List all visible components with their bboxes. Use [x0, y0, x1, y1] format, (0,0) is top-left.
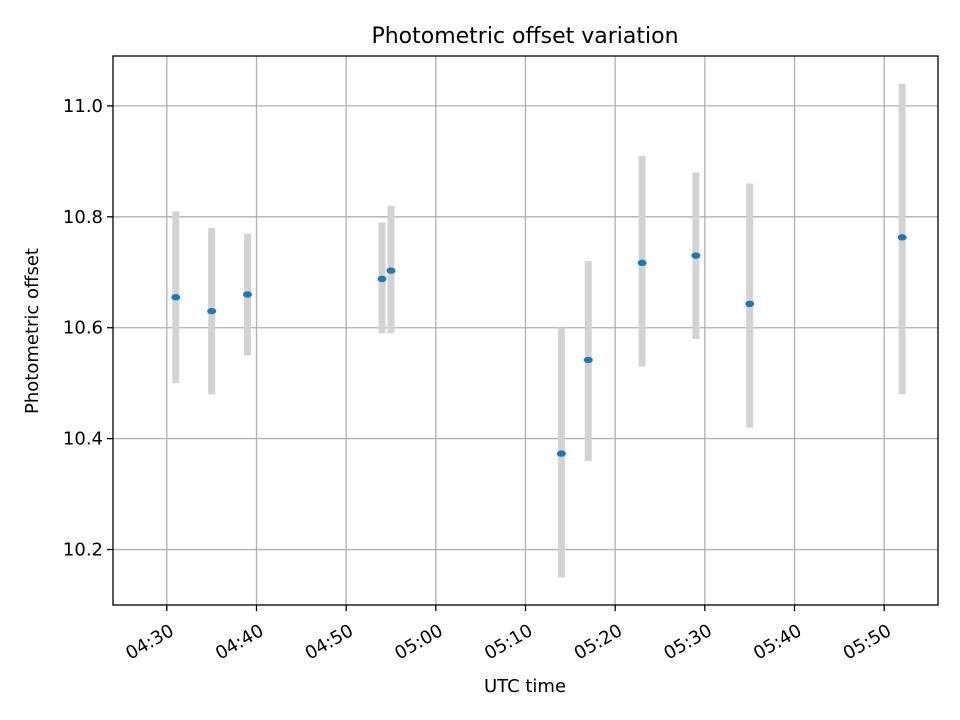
y-tick-label: 10.6	[63, 318, 103, 339]
data-point	[637, 259, 647, 267]
data-point	[171, 294, 181, 301]
data-point	[556, 450, 566, 457]
y-tick-label: 10.4	[63, 429, 103, 450]
data-point	[897, 234, 907, 241]
data-point	[386, 267, 396, 274]
y-axis-title: Photometric offset	[22, 248, 43, 414]
data-point	[377, 275, 387, 283]
y-tick-label: 10.8	[63, 207, 103, 228]
data-point	[745, 300, 755, 308]
data-point	[583, 356, 593, 364]
data-points	[171, 234, 907, 457]
y-tick-label: 10.2	[63, 540, 103, 561]
y-tick-label: 11.0	[63, 96, 103, 117]
chart-title: Photometric offset variation	[371, 24, 678, 49]
x-axis-title: UTC time	[484, 676, 566, 697]
data-point	[243, 291, 253, 298]
data-point	[207, 307, 217, 315]
y-axis: 10.2 10.4 10.6 10.8 11.0	[63, 96, 113, 561]
data-point	[691, 252, 701, 259]
